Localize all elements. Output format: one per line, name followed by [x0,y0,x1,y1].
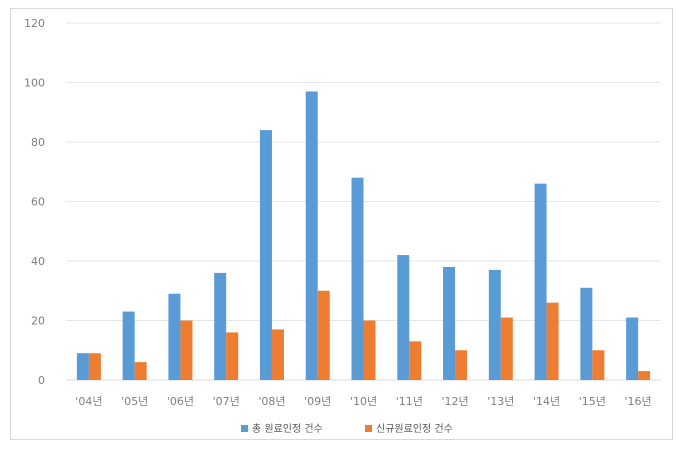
bar-total-2 [168,293,181,380]
y-axis-ticks: 0 20 40 60 80 100 120 [24,17,45,387]
y-tick-label: 0 [38,374,45,387]
bar-new-12 [638,371,651,380]
bar-new-10 [546,302,559,380]
x-tick-label: '05년 [121,395,148,408]
x-axis-ticks: '04년 '05년 '06년 '07년 '08년 '09년 '10년 '11년 '12년 '13년… [75,395,651,408]
x-tick-label: '16년 [625,395,652,408]
x-tick-label: '12년 [441,395,468,408]
x-tick-label: '10년 [350,395,377,408]
x-tick-label: '09년 [304,395,331,408]
bar-total-9 [488,269,501,380]
y-tick-label: 20 [31,315,45,328]
legend-swatch-new [365,425,372,432]
bar-total-4 [259,130,272,380]
legend-label-total: 총 원료인정 건수 [252,423,323,435]
bar-total-3 [214,272,227,380]
bar-total-8 [443,266,456,380]
bar-total-0 [76,353,89,380]
bar-total-10 [534,183,547,380]
bar-new-7 [409,341,422,380]
x-tick-label: '04년 [75,395,102,408]
x-tick-label: '15년 [579,395,606,408]
bar-new-11 [592,350,605,380]
bars [76,91,651,381]
y-tick-label: 100 [24,77,45,90]
bar-total-12 [626,317,639,380]
chart-frame: 0 20 40 60 80 100 120 '04년 '05년 '06년 '07년 '08년 '09년… [10,8,673,440]
bar-total-7 [397,255,410,380]
y-tick-label: 60 [31,196,45,209]
x-tick-label: '06년 [167,395,194,408]
bar-new-6 [363,320,376,380]
y-tick-label: 40 [31,255,45,268]
x-tick-label: '08년 [258,395,285,408]
bar-new-2 [180,320,193,380]
legend: 총 원료인정 건수 신규원료인정 건수 [241,423,453,435]
bar-new-0 [88,353,101,380]
legend-swatch-total [241,425,248,432]
bar-chart: 0 20 40 60 80 100 120 '04년 '05년 '06년 '07년 '08년 '09년… [24,17,661,435]
bar-new-9 [500,317,513,380]
x-tick-label: '13년 [487,395,514,408]
bar-total-5 [305,91,318,381]
x-tick-label: '11년 [396,395,423,408]
bar-total-1 [122,311,135,380]
bar-new-1 [134,362,147,380]
bar-new-3 [226,332,239,380]
y-tick-label: 120 [24,17,45,30]
bar-new-5 [317,290,330,380]
bar-new-4 [271,329,284,380]
x-tick-label: '07년 [213,395,240,408]
x-tick-label: '14년 [533,395,560,408]
bar-new-8 [455,350,468,380]
y-tick-label: 80 [31,136,45,149]
legend-label-new: 신규원료인정 건수 [376,423,453,435]
bar-total-6 [351,177,364,380]
bar-total-11 [580,287,593,380]
